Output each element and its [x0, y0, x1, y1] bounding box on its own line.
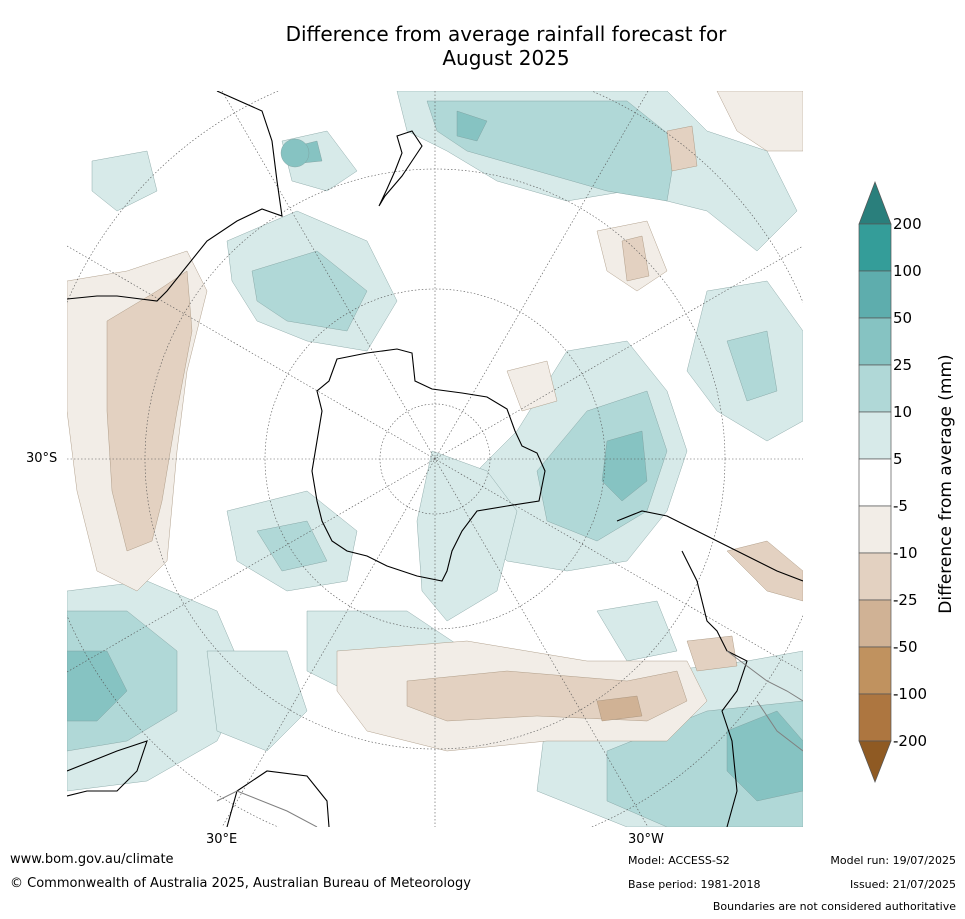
- model-text: Model: ACCESS-S2: [628, 854, 730, 867]
- colorbar-tick: 5: [893, 450, 903, 468]
- colorbar-tick: 50: [893, 309, 913, 327]
- issued-text: Issued: 21/07/2025: [849, 878, 956, 891]
- longitude-label-30e: 30°E: [206, 832, 238, 847]
- colorbar-bin-neutral: [858, 458, 892, 507]
- wet-anomaly-fields: [67, 91, 803, 827]
- title-line-1: Difference from average rainfall forecas…: [285, 22, 727, 46]
- coastlines: [67, 91, 803, 827]
- colorbar-tick: 25: [893, 356, 913, 374]
- colorbar-bin-m100-m200: [858, 693, 892, 742]
- colorbar-bin-m25-m50: [858, 599, 892, 648]
- dry-anomaly-fields: [67, 91, 803, 752]
- title-line-2: August 2025: [442, 46, 570, 70]
- colorbar-tick: -100: [893, 685, 928, 703]
- copyright-text: © Commonwealth of Australia 2025, Austra…: [10, 876, 471, 891]
- colorbar-bin-50-100: [858, 270, 892, 319]
- colorbar-tick: -10: [893, 544, 918, 562]
- colorbar-tick: 200: [893, 215, 922, 233]
- colorbar-bin-m5-m10: [858, 505, 892, 554]
- colorbar-tick: -5: [893, 497, 908, 515]
- colorbar-tick: -25: [893, 591, 918, 609]
- colorbar-tick: -50: [893, 638, 918, 656]
- colorbar-over-triangle: [858, 181, 892, 225]
- map-area[interactable]: [67, 91, 803, 827]
- rainfall-map-svg: [67, 91, 803, 827]
- colorbar-label: Difference from average (mm): [936, 354, 956, 614]
- colorbar-tick: 100: [893, 262, 922, 280]
- model-run-text: Model run: 19/07/2025: [830, 854, 956, 867]
- country-boundaries: [216, 650, 803, 827]
- latitude-label-30s: 30°S: [26, 451, 58, 466]
- colorbar-under-triangle: [858, 740, 892, 783]
- colorbar-bin-100-200: [858, 223, 892, 272]
- colorbar-bin-5-10: [858, 411, 892, 460]
- colorbar-bin-m10-m25: [858, 552, 892, 601]
- colorbar-tick: -200: [893, 732, 928, 750]
- colorbar: [858, 181, 892, 783]
- map-title: Difference from average rainfall forecas…: [200, 22, 812, 70]
- colorbar-bin-25-50: [858, 317, 892, 366]
- base-period-text: Base period: 1981-2018: [628, 878, 761, 891]
- longitude-label-30w: 30°W: [628, 832, 664, 847]
- colorbar-bin-m50-m100: [858, 646, 892, 695]
- colorbar-tick: 10: [893, 403, 913, 421]
- website-link[interactable]: www.bom.gov.au/climate: [10, 852, 174, 867]
- colorbar-bin-10-25: [858, 364, 892, 413]
- disclaimer-text: Boundaries are not considered authoritat…: [712, 900, 956, 913]
- graticule: [67, 91, 803, 827]
